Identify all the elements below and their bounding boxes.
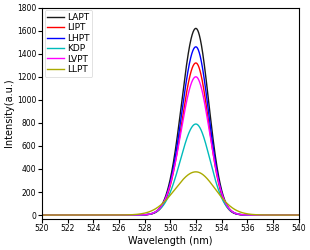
- LIPT: [232, 212, 235, 214]
- Legend: LAPT, LIPT, LHPT, KDP, LVPT, LLPT: LAPT, LIPT, LHPT, KDP, LVPT, LLPT: [45, 10, 92, 76]
- LAPT: [40, 214, 44, 216]
- LHPT: [86, 214, 90, 216]
- LLPT: [232, 207, 235, 210]
- Y-axis label: Intensity(a.u.): Intensity(a.u.): [4, 79, 14, 148]
- Line: LIPT: LIPT: [42, 63, 299, 215]
- LIPT: [207, 122, 211, 125]
- LAPT: [232, 211, 235, 214]
- LVPT: [251, 214, 255, 216]
- LIPT: [138, 214, 142, 216]
- LVPT: [207, 126, 211, 130]
- LVPT: [194, 75, 198, 78]
- Line: LHPT: LHPT: [42, 47, 299, 215]
- LIPT: [251, 214, 255, 216]
- LVPT: [297, 214, 300, 216]
- LAPT: [86, 214, 90, 216]
- LLPT: [138, 212, 142, 216]
- LAPT: [297, 214, 300, 216]
- LAPT: [207, 102, 211, 104]
- LIPT: [194, 62, 198, 64]
- LLPT: [194, 170, 198, 173]
- LLPT: [207, 179, 211, 182]
- LIPT: [297, 214, 300, 216]
- LVPT: [194, 75, 198, 78]
- LVPT: [86, 214, 90, 216]
- LHPT: [251, 214, 255, 216]
- LHPT: [194, 45, 198, 48]
- LLPT: [194, 170, 198, 173]
- LLPT: [251, 213, 255, 216]
- LHPT: [297, 214, 300, 216]
- LHPT: [40, 214, 44, 216]
- KDP: [86, 214, 90, 216]
- LVPT: [40, 214, 44, 216]
- LAPT: [194, 27, 198, 30]
- X-axis label: Wavelength (nm): Wavelength (nm): [128, 236, 212, 246]
- KDP: [194, 122, 198, 126]
- LAPT: [251, 214, 255, 216]
- KDP: [194, 122, 198, 126]
- Line: LVPT: LVPT: [42, 77, 299, 215]
- LIPT: [86, 214, 90, 216]
- LLPT: [86, 214, 90, 216]
- LLPT: [40, 214, 44, 216]
- Line: KDP: KDP: [42, 124, 299, 215]
- LVPT: [232, 211, 235, 214]
- Line: LLPT: LLPT: [42, 172, 299, 215]
- LAPT: [194, 27, 198, 30]
- LHPT: [232, 211, 235, 214]
- LAPT: [138, 214, 142, 216]
- KDP: [297, 214, 300, 216]
- KDP: [138, 214, 142, 216]
- KDP: [251, 214, 255, 216]
- LHPT: [194, 45, 198, 48]
- LIPT: [194, 62, 198, 64]
- LHPT: [138, 214, 142, 216]
- LVPT: [138, 214, 142, 216]
- KDP: [232, 211, 235, 214]
- LIPT: [40, 214, 44, 216]
- LHPT: [207, 112, 211, 116]
- KDP: [40, 214, 44, 216]
- Line: LAPT: LAPT: [42, 28, 299, 215]
- KDP: [207, 154, 211, 157]
- LLPT: [297, 214, 300, 216]
